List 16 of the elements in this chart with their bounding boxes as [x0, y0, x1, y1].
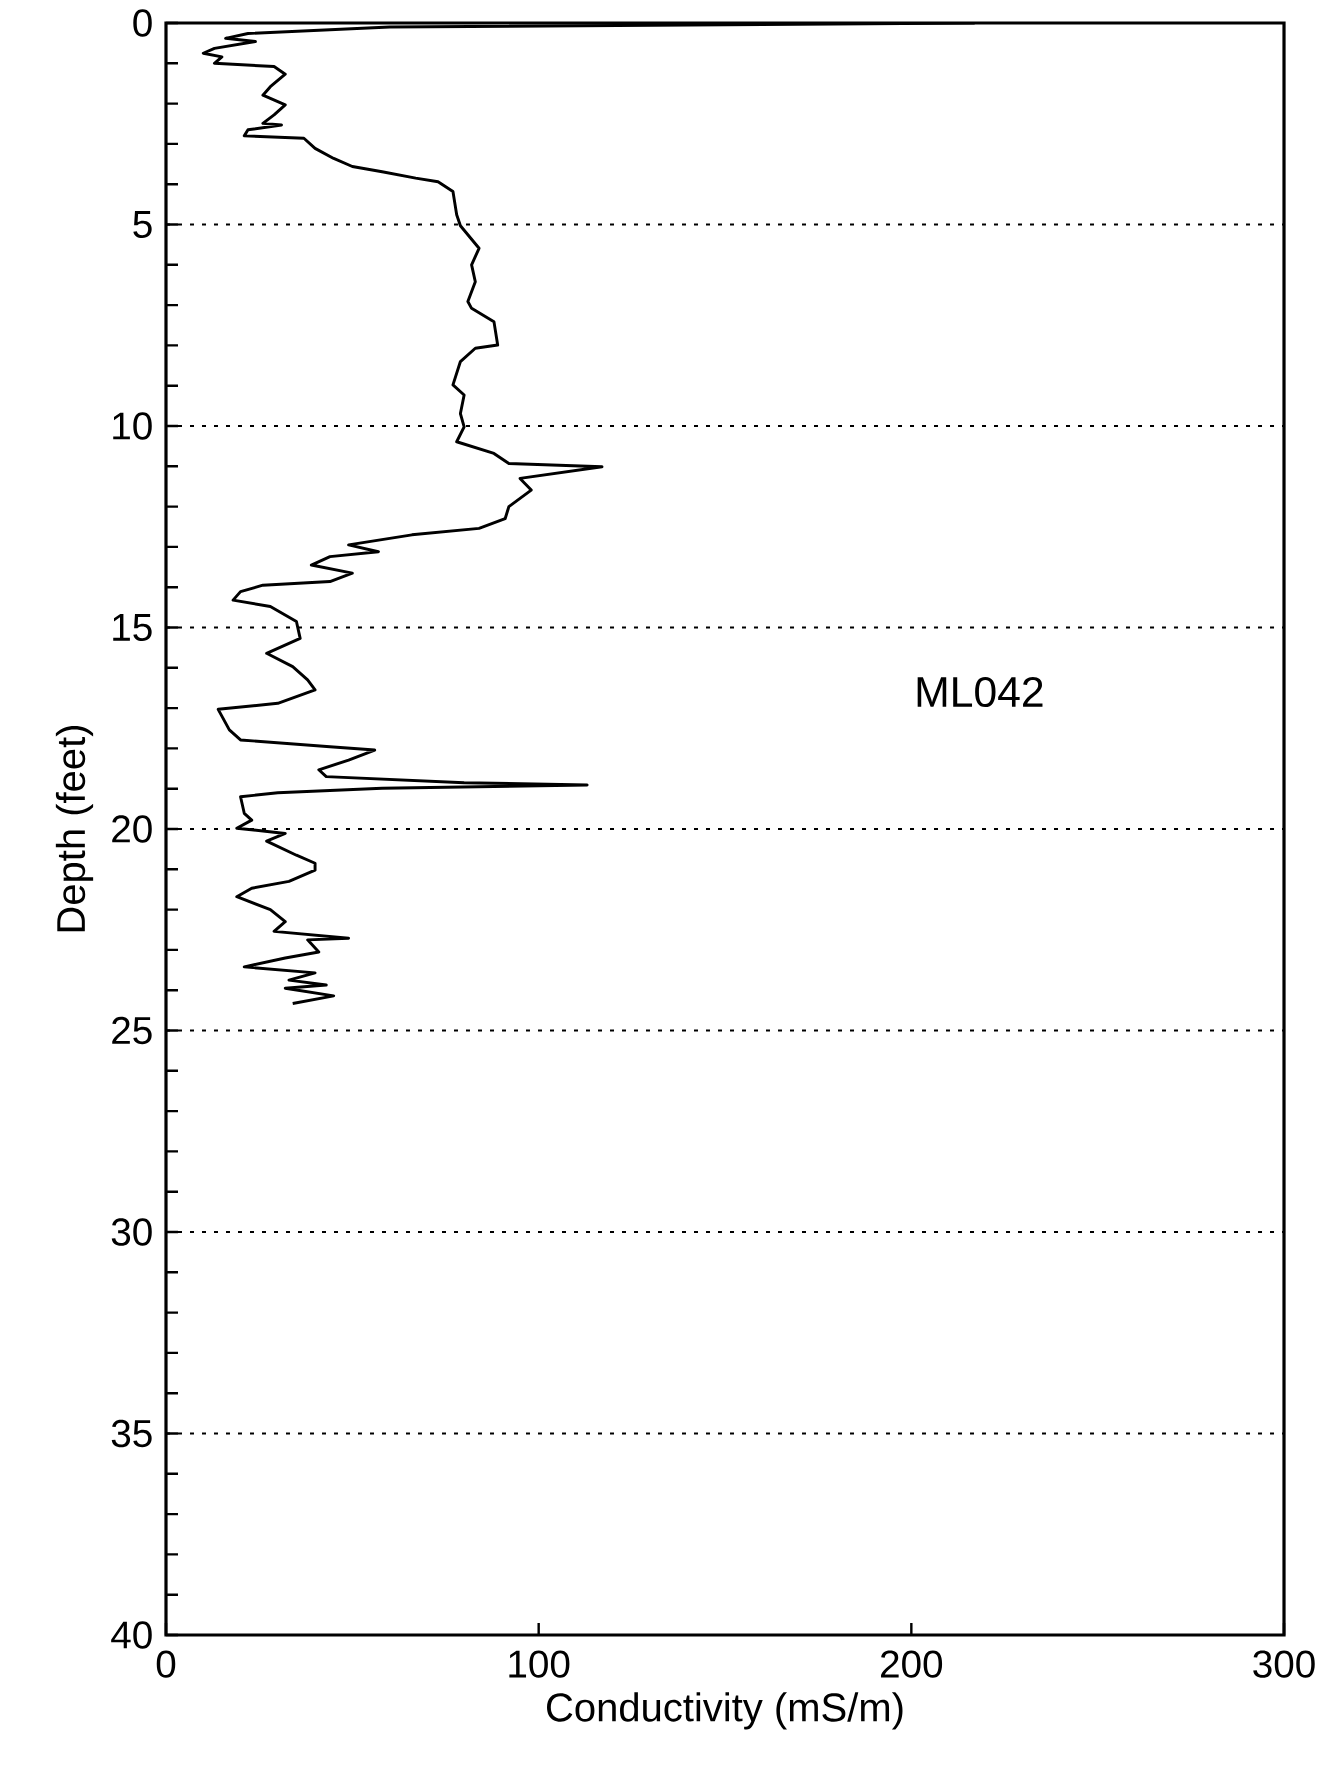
- x-axis-title: Conductivity (mS/m): [547, 1692, 903, 1730]
- y-tick-label: 5: [133, 211, 152, 239]
- y-tick-label: 20: [112, 815, 152, 843]
- y-axis-title: Depth (feet): [55, 725, 94, 932]
- y-tick-label: 15: [113, 614, 152, 642]
- y-tick-label: 10: [113, 412, 152, 440]
- y-tick-label: 25: [112, 1016, 152, 1045]
- x-tick-label: 200: [881, 1650, 943, 1678]
- x-tick-label: 0: [156, 1650, 176, 1678]
- x-tick-label: 100: [509, 1650, 570, 1678]
- x-tick-label: 300: [1253, 1650, 1315, 1678]
- y-tick-label: 35: [111, 1419, 152, 1448]
- y-tick-label: 30: [111, 1218, 152, 1246]
- y-tick-label: 0: [133, 9, 152, 37]
- annotation: ML042: [917, 676, 1043, 708]
- y-tick-label: 40: [111, 1621, 152, 1649]
